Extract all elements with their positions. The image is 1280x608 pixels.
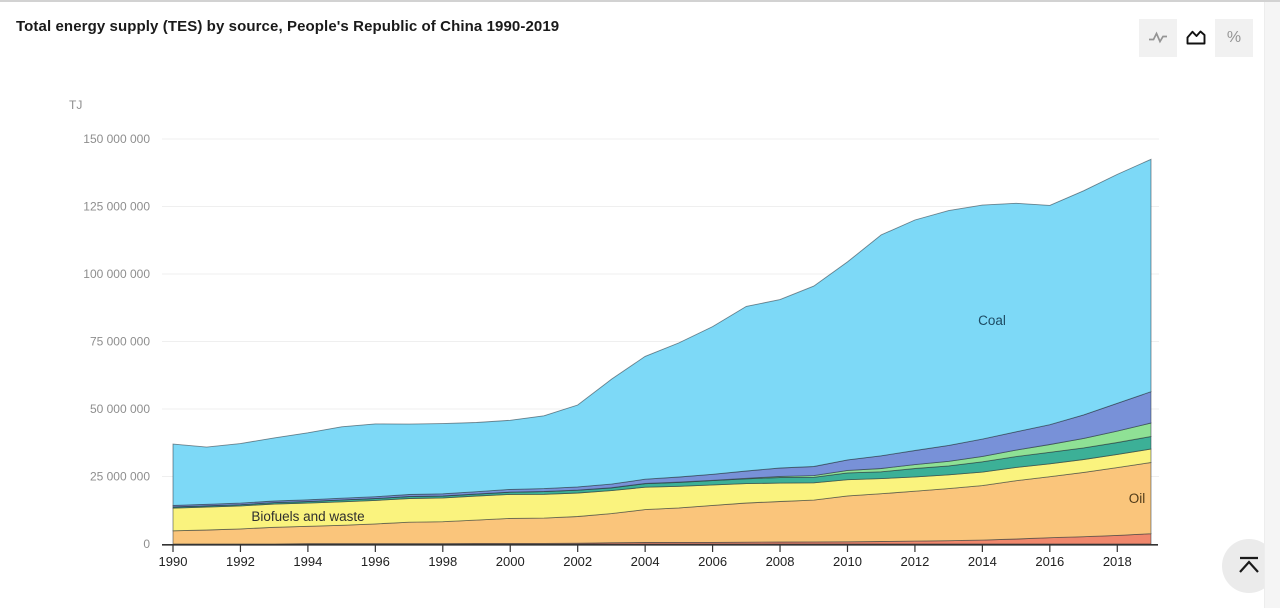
y-tick-label: 100 000 000: [83, 267, 150, 281]
y-tick-label: 125 000 000: [83, 200, 150, 214]
x-tick-label: 2002: [563, 554, 592, 569]
x-tick-label: 1996: [361, 554, 390, 569]
x-tick-label: 1998: [428, 554, 457, 569]
series-label-biofuels-and-waste: Biofuels and waste: [251, 509, 364, 524]
x-tick-label: 2018: [1103, 554, 1132, 569]
line-chart-view-button[interactable]: [1139, 19, 1177, 57]
y-tick-label: 75 000 000: [90, 335, 150, 349]
x-tick-label: 1992: [226, 554, 255, 569]
percent-icon: %: [1226, 29, 1242, 46]
x-tick-label: 2012: [900, 554, 929, 569]
y-tick-label: 0: [143, 537, 150, 551]
area-chart-view-button[interactable]: [1177, 19, 1215, 57]
line-chart-icon: [1146, 26, 1170, 50]
x-tick-label: 1994: [293, 554, 322, 569]
y-axis-unit-label: TJ: [69, 98, 82, 112]
page-title: Total energy supply (TES) by source, Peo…: [16, 18, 560, 35]
area-series-coal[interactable]: [172, 158, 1152, 506]
arrow-up-to-line-icon: [1236, 552, 1262, 581]
x-tick-label: 2006: [698, 554, 727, 569]
x-tick-label: 1990: [159, 554, 188, 569]
y-tick-label: 50 000 000: [90, 402, 150, 416]
x-tick-label: 2010: [833, 554, 862, 569]
page-right-gutter: [1264, 2, 1280, 608]
x-tick-label: 2000: [496, 554, 525, 569]
series-label-oil: Oil: [1129, 491, 1146, 506]
chart-view-toolbar: %: [1139, 19, 1253, 57]
x-tick-label: 2008: [766, 554, 795, 569]
y-tick-label: 25 000 000: [90, 470, 150, 484]
x-tick-label: 2014: [968, 554, 997, 569]
x-tick-label: 2004: [631, 554, 660, 569]
percent-view-button[interactable]: %: [1215, 19, 1253, 57]
y-tick-label: 150 000 000: [83, 132, 150, 146]
area-chart-icon: [1184, 26, 1208, 50]
x-tick-label: 2016: [1035, 554, 1064, 569]
series-label-coal: Coal: [978, 313, 1006, 328]
